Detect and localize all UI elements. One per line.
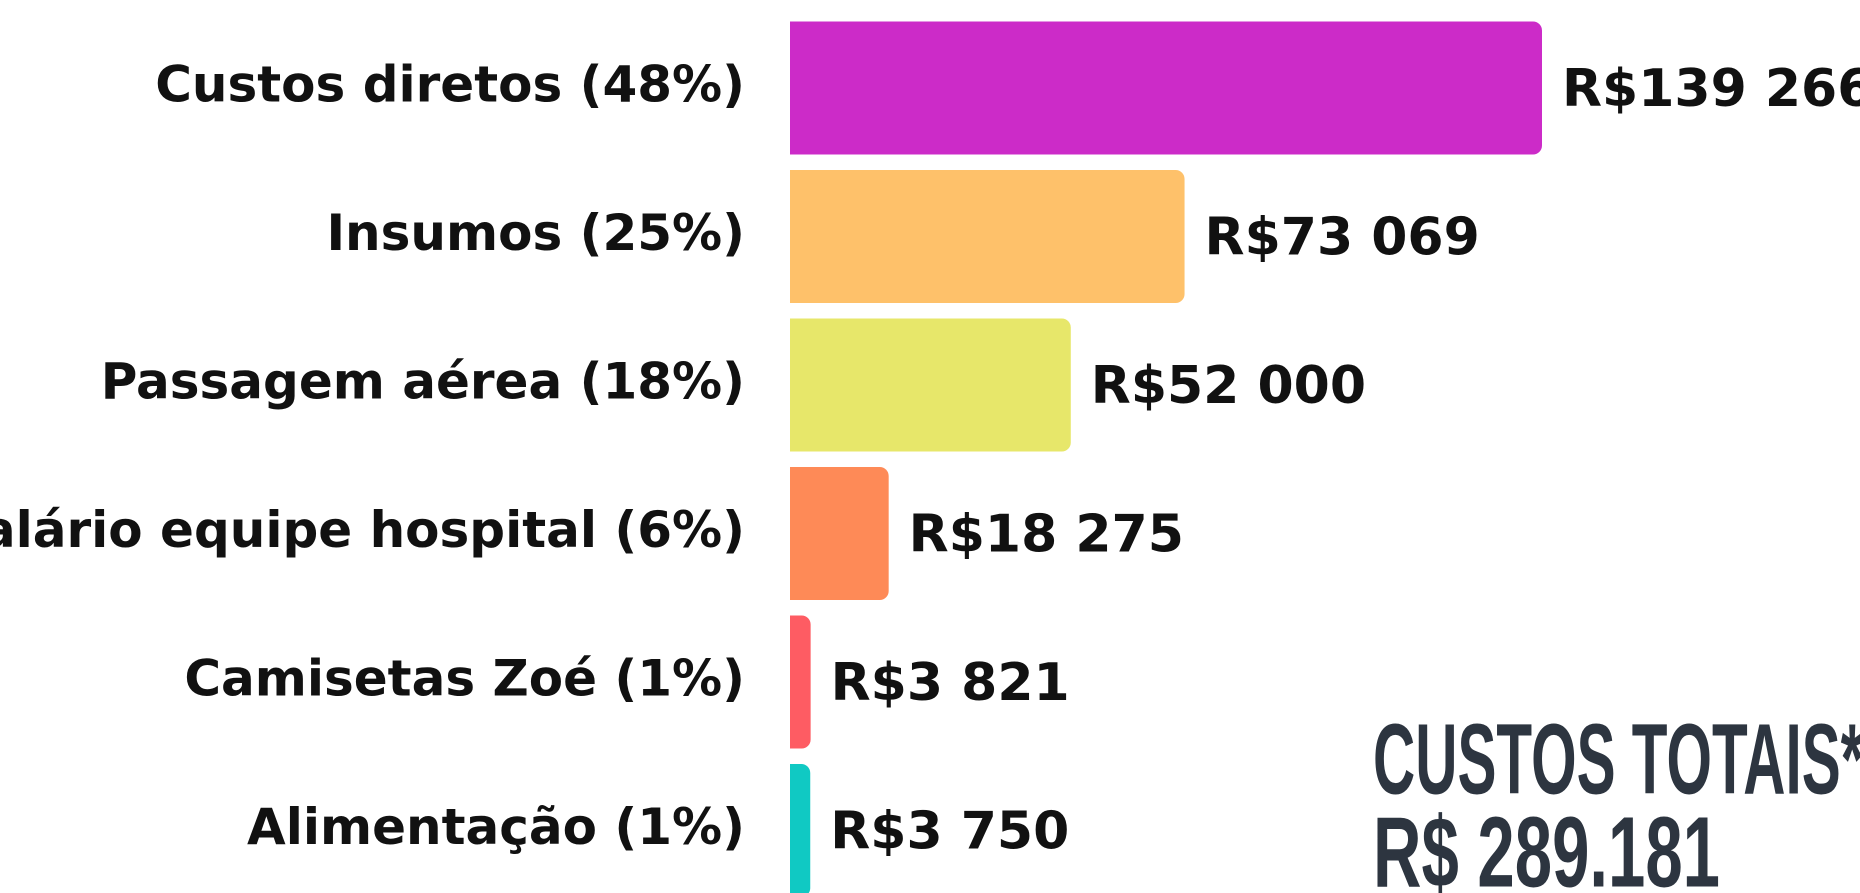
- bar: [780, 170, 1185, 303]
- category-label: Salário equipe hospital (6%): [0, 501, 745, 559]
- value-label: R$73 069: [1205, 208, 1480, 268]
- value-label: R$139 266: [1562, 59, 1860, 119]
- category-label: Insumos (25%): [326, 204, 745, 262]
- bar: [780, 21, 1542, 155]
- bar: [780, 318, 1071, 452]
- category-label: Alimentação (1%): [247, 798, 745, 856]
- bar: [780, 467, 889, 600]
- total-value: R$ 289.181: [1373, 796, 1720, 893]
- category-label: Custos diretos (48%): [155, 56, 745, 114]
- value-label: R$3 750: [830, 802, 1069, 862]
- category-label: Passagem aérea (18%): [101, 353, 745, 411]
- total-label: CUSTOS TOTAIS*:: [1373, 703, 1860, 815]
- category-label: Camisetas Zoé (1%): [184, 650, 745, 708]
- value-label: R$52 000: [1091, 356, 1366, 416]
- value-label: R$3 821: [831, 653, 1070, 713]
- value-label: R$18 275: [909, 505, 1184, 565]
- bar-edge: [778, 0, 790, 893]
